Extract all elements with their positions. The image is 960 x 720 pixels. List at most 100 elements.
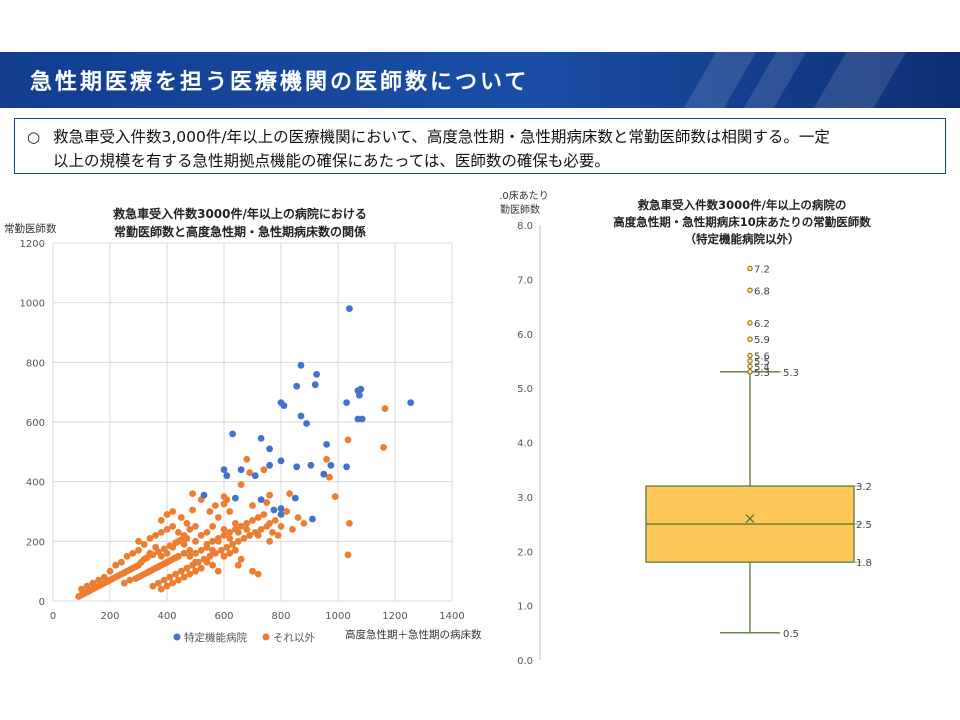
outlier-point [747, 358, 753, 364]
point-special-hospital [357, 385, 365, 393]
point-other-hospital [266, 491, 273, 499]
point-other-hospital [263, 523, 271, 530]
point-special-hospital [323, 441, 330, 448]
point-other-hospital [269, 529, 276, 536]
point-other-hospital [146, 535, 154, 542]
point-other-hospital [209, 537, 217, 545]
point-other-hospital [75, 593, 83, 600]
legend-label-other: それ以外 [273, 632, 315, 644]
point-other-hospital [163, 511, 171, 518]
point-other-hospital [326, 473, 333, 481]
point-other-hospital [229, 540, 237, 548]
outlier-label: 5.9 [754, 335, 770, 346]
point-other-hospital [220, 552, 228, 560]
outlier-point [747, 352, 753, 359]
point-other-hospital [169, 579, 177, 587]
box-y-tick-label: 4.0 [517, 439, 533, 450]
point-other-hospital [206, 508, 214, 515]
scatter-x-axis-label: 高度急性期＋急性期の病床数 [345, 628, 482, 641]
point-other-hospital [203, 558, 211, 566]
point-other-hospital [157, 585, 165, 593]
point-other-hospital [160, 545, 168, 553]
point-other-hospital [289, 526, 296, 533]
point-other-hospital [152, 532, 160, 539]
point-other-hospital [123, 552, 131, 560]
point-special-hospital [237, 466, 245, 474]
point-other-hospital [246, 469, 254, 477]
point-other-hospital [192, 523, 199, 530]
box-y-axis-label-line-2: 常勤医師数 [500, 203, 540, 216]
scatter-x-tick-label: 200 [100, 611, 119, 622]
scatter-x-tick-label: 0 [50, 611, 56, 622]
point-special-hospital [200, 491, 208, 499]
point-other-hospital [192, 549, 199, 557]
point-other-hospital [249, 567, 256, 575]
point-other-hospital [257, 526, 265, 533]
point-other-hospital [243, 520, 251, 527]
point-other-hospital [78, 585, 85, 593]
point-other-hospital [143, 569, 151, 577]
point-other-hospital [137, 572, 145, 579]
point-other-hospital [157, 529, 165, 536]
point-other-hospital [331, 493, 339, 500]
box-title-line-2: 高度急性期・急性期病床10床あたりの常勤医師数 [613, 215, 871, 229]
point-other-hospital [177, 514, 185, 521]
point-other-hospital [169, 508, 177, 515]
point-other-hospital [132, 575, 140, 582]
point-other-hospital [157, 517, 165, 524]
point-special-hospital [257, 496, 265, 503]
point-other-hospital [254, 570, 262, 578]
outlier-label: 7.2 [754, 265, 770, 276]
bullet-circle: ○ [27, 128, 41, 146]
outlier-point [747, 287, 753, 293]
point-other-hospital [135, 546, 142, 554]
box-y-tick-label: 2.0 [517, 547, 533, 558]
point-special-hospital [266, 461, 273, 469]
outlier-point [747, 369, 753, 375]
scatter-y-tick-label: 0 [39, 597, 45, 608]
point-other-hospital [206, 552, 214, 560]
point-special-hospital [309, 515, 316, 523]
box-plot-chart: 10床あたり 常勤医師数 救急車受入件数3000件/年以上の病院の 高度急性期・… [500, 189, 872, 665]
point-other-hospital [166, 573, 174, 581]
point-other-hospital [260, 511, 268, 518]
point-other-hospital [137, 558, 145, 566]
point-other-hospital [249, 517, 256, 524]
point-special-hospital [313, 370, 320, 378]
box-y-tick-label: 0.0 [517, 656, 533, 665]
point-other-hospital [237, 523, 245, 530]
point-other-hospital [203, 540, 211, 548]
point-other-hospital [109, 575, 117, 582]
scatter-x-tick-label: 1000 [325, 611, 350, 622]
point-other-hospital [323, 455, 330, 463]
point-other-hospital [175, 576, 182, 584]
point-special-hospital [311, 381, 319, 389]
point-other-hospital [166, 542, 174, 550]
point-other-hospital [203, 529, 211, 536]
legend-marker-special [173, 633, 181, 641]
point-other-hospital [223, 543, 231, 551]
point-other-hospital [344, 436, 352, 444]
point-other-hospital [220, 526, 228, 533]
point-other-hospital [234, 561, 242, 569]
scatter-y-tick-label: 200 [26, 537, 45, 548]
point-other-hospital [149, 566, 157, 574]
point-special-hospital [229, 430, 237, 438]
scatter-title-line-2: 常勤医師数と高度急性期・急性期病床数の関係 [114, 224, 366, 239]
q3-label: 3.2 [856, 482, 872, 493]
box-y-tick-label: 8.0 [517, 221, 533, 232]
point-other-hospital [274, 532, 282, 539]
point-other-hospital [220, 532, 228, 539]
point-other-hospital [126, 576, 134, 584]
scatter-chart: 救急車受入件数3000件/年以上の病院における 常勤医師数と高度急性期・急性期病… [4, 206, 482, 644]
point-other-hospital [155, 579, 162, 587]
outlier-label: 6.2 [754, 319, 770, 330]
scatter-x-tick-label: 1400 [439, 611, 464, 622]
q1-label: 1.8 [856, 558, 872, 569]
box-y-tick-label: 5.0 [517, 384, 533, 395]
point-other-hospital [237, 555, 245, 563]
mean-marker [745, 514, 755, 524]
point-special-hospital [251, 472, 259, 480]
point-other-hospital [192, 567, 199, 575]
point-other-hospital [120, 569, 128, 577]
